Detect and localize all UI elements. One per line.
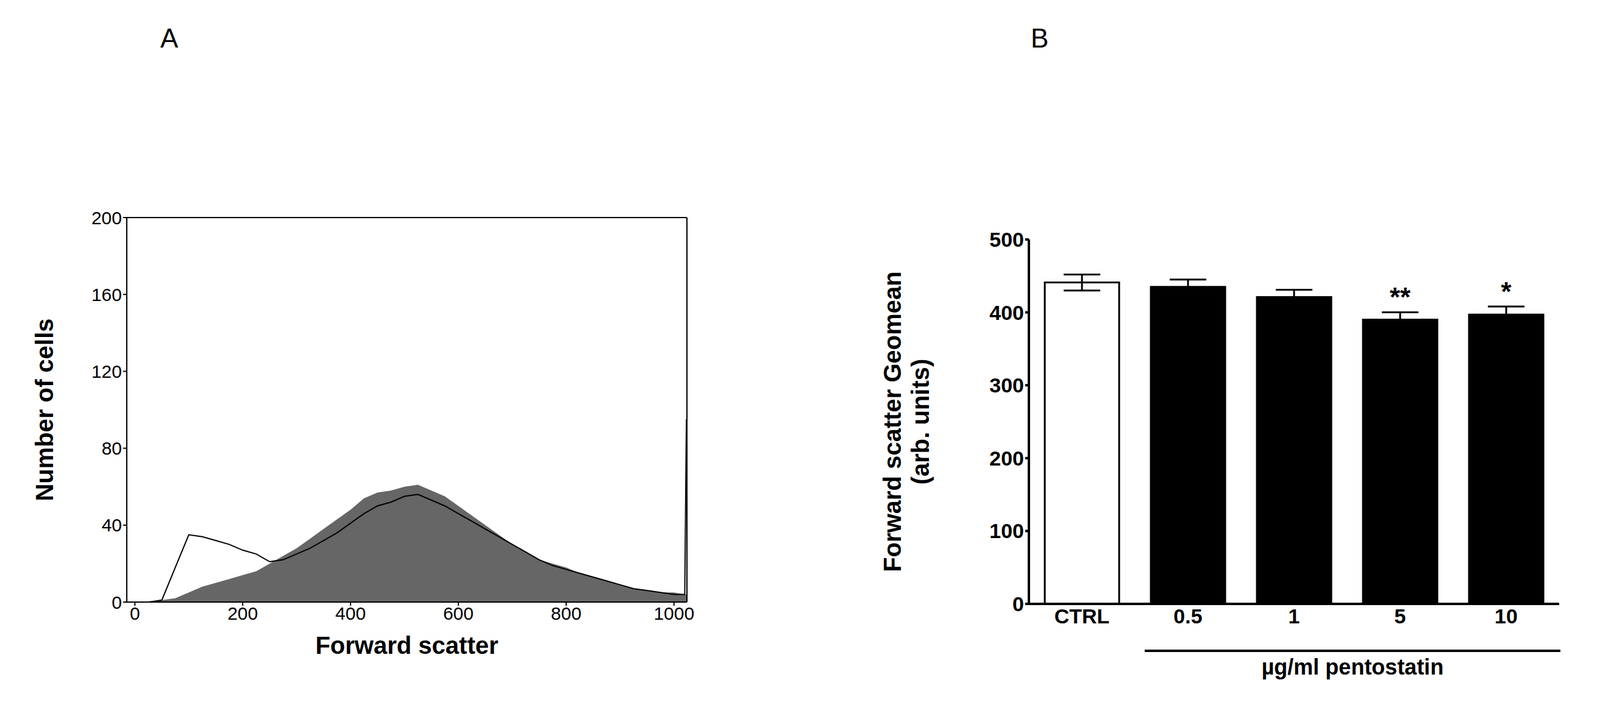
svg-text:500: 500 [989,227,1024,252]
svg-text:200: 200 [989,446,1024,470]
svg-text:80: 80 [101,438,122,459]
svg-text:800: 800 [551,603,582,624]
svg-text:5: 5 [1394,604,1407,628]
svg-text:1: 1 [1288,604,1301,628]
svg-text:0: 0 [111,592,122,613]
svg-text:Forward scatter: Forward scatter [315,632,498,659]
svg-text:1000: 1000 [653,603,695,624]
svg-text:400: 400 [989,301,1024,325]
svg-text:400: 400 [335,603,366,624]
svg-text:120: 120 [91,361,122,382]
svg-text:200: 200 [227,603,258,624]
svg-text:Forward scatter Geomean(arb. u: Forward scatter Geomean(arb. units) [878,271,934,573]
svg-text:CTRL: CTRL [1054,604,1110,628]
svg-text:Number of cells: Number of cells [31,318,58,502]
svg-text:*: * [1501,276,1513,307]
svg-text:200: 200 [91,207,122,228]
svg-text:0.5: 0.5 [1173,604,1202,628]
html-text:µg/ml pentostatin: µg/ml pentostatin [1261,654,1444,680]
svg-text:100: 100 [989,519,1024,543]
svg-text:160: 160 [91,284,122,305]
html-text:B: B [1030,23,1049,54]
svg-text:40: 40 [101,515,122,536]
svg-text:0: 0 [1012,592,1024,616]
svg-text:600: 600 [443,603,474,624]
svg-text:**: ** [1389,282,1412,313]
svg-text:300: 300 [989,373,1024,397]
svg-text:0: 0 [129,603,141,624]
html-text:A: A [160,23,179,54]
svg-text:10: 10 [1494,604,1518,628]
